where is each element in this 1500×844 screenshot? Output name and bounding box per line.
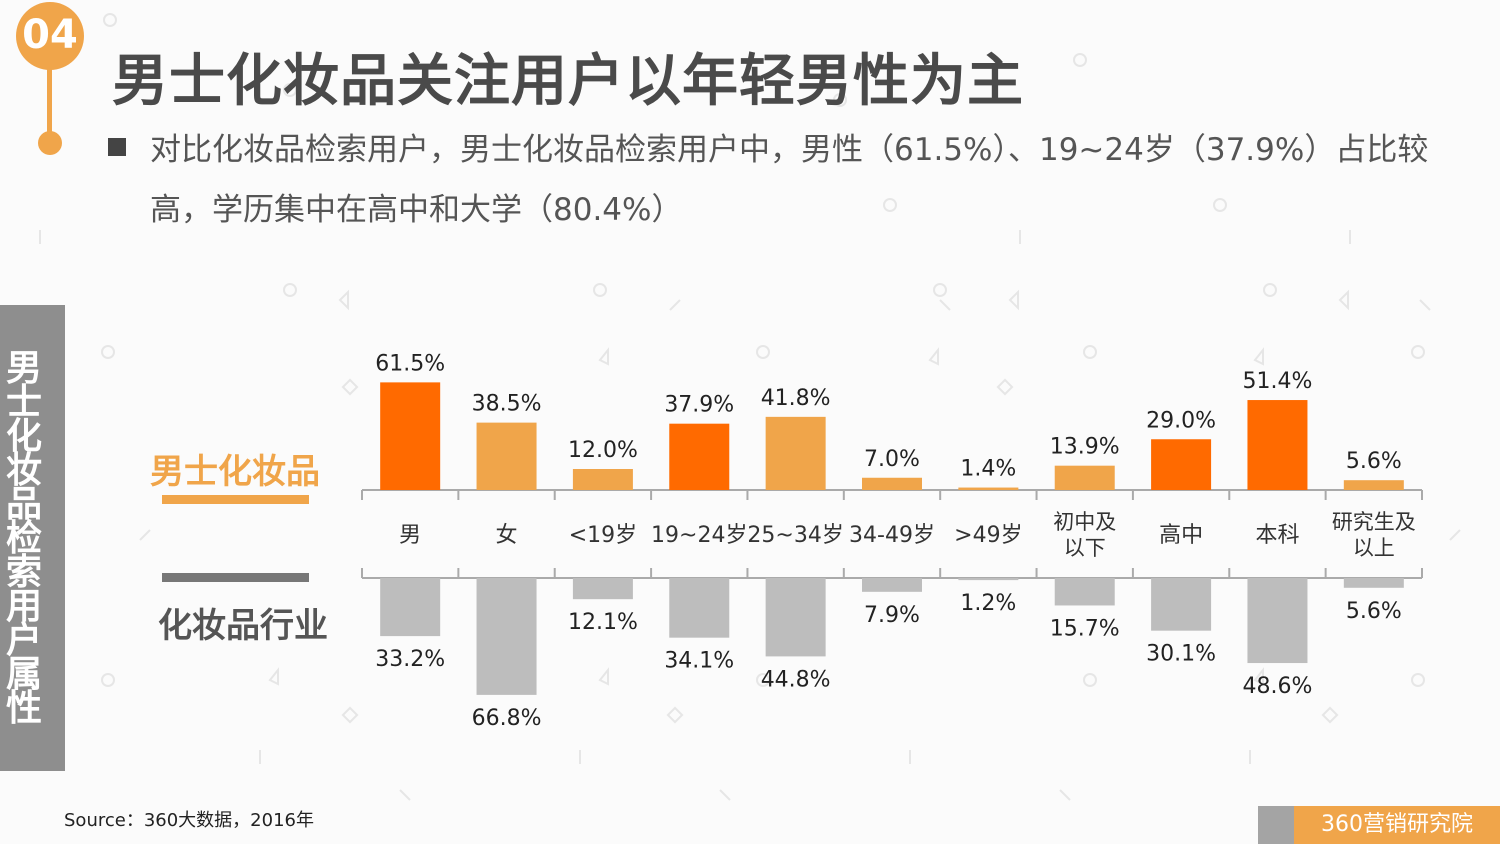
brand-strip [1258,806,1298,844]
category-label-0: 男 [399,523,421,548]
data-label-men-4: 41.8% [761,386,831,411]
data-label-industry-2: 12.1% [568,610,638,635]
side-label: 男士化妆品检索用户属性 [5,348,42,729]
bar-men-0 [380,382,441,490]
category-label-10: 以上 [1353,536,1395,560]
page-subtitle: 对比化妆品检索用户，男士化妆品检索用户中，男性（61.5%）、19~24岁（37… [150,132,1429,228]
category-label-10: 研究生及 [1332,510,1416,534]
data-label-industry-1: 66.8% [472,706,542,731]
bar-men-5 [862,477,922,490]
bar-industry-7 [1054,578,1115,606]
data-label-men-7: 13.9% [1050,435,1120,460]
data-label-men-0: 61.5% [375,351,445,376]
bar-men-6 [958,487,1019,490]
category-label-5: 34-49岁 [849,523,935,548]
data-label-industry-4: 44.8% [761,667,831,692]
bar-industry-6 [958,578,1019,581]
bar-industry-4 [765,578,826,657]
bar-men-8 [1151,439,1212,490]
badge-dot [38,131,62,155]
legend-top-swatch [162,495,309,504]
bar-industry-3 [669,578,730,638]
category-label-3: 19~24岁 [651,523,747,548]
data-label-men-9: 51.4% [1243,369,1313,394]
source-note: Source：360大数据，2016年 [64,810,314,831]
bar-men-2 [572,469,633,490]
bar-industry-5 [862,578,922,592]
legend-bottom-swatch [162,573,309,582]
category-label-2: <19岁 [569,523,637,548]
category-label-7: 初中及 [1053,510,1116,534]
side-panel [0,305,65,771]
data-label-men-8: 29.0% [1146,408,1216,433]
data-label-industry-10: 5.6% [1346,599,1402,624]
brand-logo: 360营销研究院 [1294,806,1500,844]
data-label-men-5: 7.0% [864,447,920,472]
section-badge: 04 [16,2,84,70]
badge-stem [47,64,52,134]
data-label-men-6: 1.4% [960,457,1016,482]
category-label-4: 25~34岁 [747,523,843,548]
data-label-industry-6: 1.2% [960,591,1016,616]
data-label-men-3: 37.9% [664,393,734,418]
bar-men-3 [669,423,730,490]
bar-men-7 [1054,465,1115,490]
bar-industry-1 [476,578,537,695]
bar-men-4 [765,416,826,490]
bar-men-1 [476,422,537,490]
bar-industry-0 [380,578,441,637]
category-label-7: 以下 [1064,536,1106,560]
bar-men-9 [1247,400,1308,490]
data-label-industry-7: 15.7% [1050,616,1120,641]
bar-industry-10 [1343,578,1404,588]
category-label-8: 高中 [1159,523,1203,548]
category-label-6: >49岁 [954,523,1022,548]
category-label-1: 女 [496,523,518,548]
data-label-industry-9: 48.6% [1243,674,1313,699]
data-label-industry-5: 7.9% [864,603,920,628]
bar-industry-9 [1247,578,1308,664]
data-label-men-1: 38.5% [472,392,542,417]
legend-top-label: 男士化妆品 [150,452,320,492]
bar-industry-8 [1151,578,1212,631]
data-label-industry-3: 34.1% [664,649,734,674]
data-label-industry-0: 33.2% [375,647,445,672]
bar-industry-2 [572,578,633,600]
legend-bottom-label: 化妆品行业 [158,606,328,646]
data-label-men-2: 12.0% [568,438,638,463]
data-label-men-10: 5.6% [1346,449,1402,474]
bullet-square [108,138,126,156]
data-label-industry-8: 30.1% [1146,642,1216,667]
bar-men-10 [1343,480,1404,490]
page-title: 男士化妆品关注用户以年轻男性为主 [112,49,1024,114]
category-label-9: 本科 [1255,523,1299,548]
